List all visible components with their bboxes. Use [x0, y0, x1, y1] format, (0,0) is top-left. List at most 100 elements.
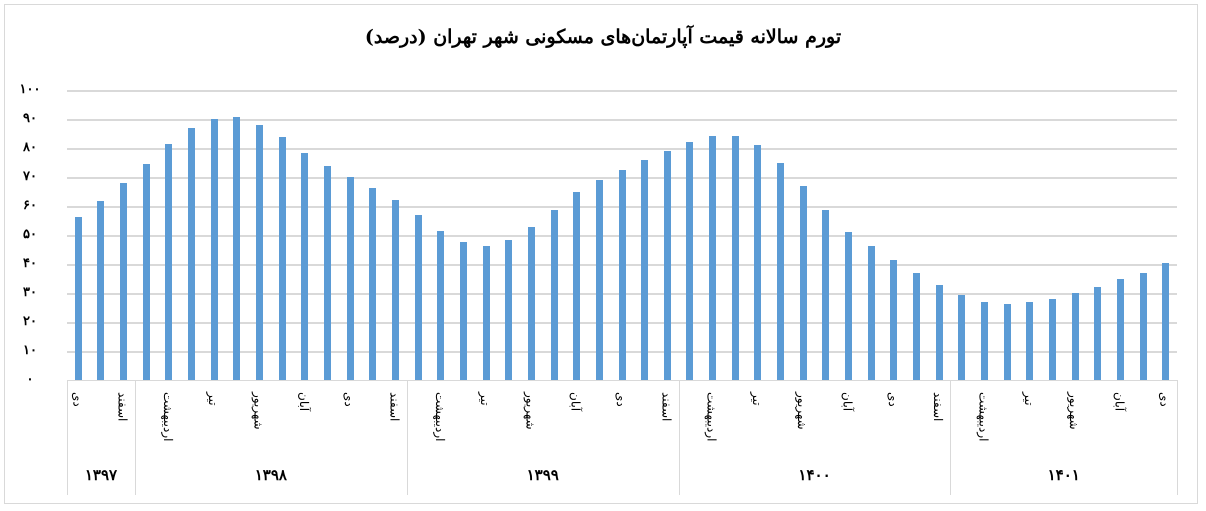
- bar: [1003, 303, 1011, 381]
- month-label: اردیبهشت: [432, 392, 447, 442]
- month-label: اسفند: [931, 392, 946, 422]
- bar: [142, 164, 150, 381]
- bar: [1026, 302, 1034, 381]
- y-tick-label: ۷۰: [23, 169, 37, 184]
- month-label: تیر: [206, 392, 221, 406]
- bar: [97, 200, 105, 381]
- year-separator: [67, 380, 68, 495]
- bar: [686, 142, 694, 381]
- bar: [1094, 287, 1102, 381]
- year-separator: [134, 380, 136, 495]
- month-label: آبان: [296, 392, 311, 412]
- gridline: [67, 90, 1177, 92]
- month-label: شهریور: [251, 392, 266, 430]
- gridline: [67, 119, 1177, 121]
- year-group-label: ۱۴۰۱: [1047, 466, 1080, 484]
- bar: [278, 137, 286, 381]
- bar: [731, 135, 739, 381]
- bar: [74, 216, 82, 381]
- bar: [641, 159, 649, 381]
- month-label: دی: [1157, 392, 1172, 407]
- bar: [709, 135, 717, 381]
- bar: [391, 200, 399, 381]
- bar: [550, 209, 558, 381]
- y-tick-label: ۸۰: [23, 140, 37, 155]
- y-tick-label: ۱۰۰: [19, 82, 41, 97]
- bar: [822, 210, 830, 381]
- year-separator: [406, 380, 408, 495]
- y-tick-label: ۵۰: [23, 227, 37, 242]
- y-tick-label: ۰: [26, 372, 34, 387]
- bar: [663, 151, 671, 381]
- year-separator: [678, 380, 680, 495]
- bar: [120, 182, 128, 381]
- bar: [912, 273, 920, 381]
- month-label: آبان: [840, 392, 855, 412]
- month-label: آبان: [1112, 392, 1127, 412]
- y-tick-label: ۱۰: [23, 343, 37, 358]
- chart-title: تورم سالانه قیمت آپارتمان‌های مسکونی شهر…: [364, 26, 842, 48]
- month-label: شهریور: [795, 392, 810, 430]
- y-tick-label: ۴۰: [23, 256, 37, 271]
- year-group-label: ۱۳۹۹: [526, 466, 559, 484]
- month-label: تیر: [1021, 392, 1036, 406]
- bar: [890, 259, 898, 381]
- month-label: تیر: [478, 392, 493, 406]
- month-label: اردیبهشت: [976, 392, 991, 442]
- bar: [414, 215, 422, 381]
- bar: [1048, 298, 1056, 381]
- month-label: شهریور: [523, 392, 538, 430]
- y-tick-label: ۲۰: [23, 314, 37, 329]
- month-label: دی: [614, 392, 628, 407]
- bar: [369, 187, 377, 381]
- x-axis-line: [67, 380, 1177, 381]
- y-tick-label: ۹۰: [23, 111, 37, 126]
- month-label: آبان: [568, 392, 583, 412]
- year-group-label: ۱۴۰۰: [798, 466, 831, 484]
- month-label: شهریور: [1067, 392, 1082, 430]
- bar: [754, 144, 762, 381]
- bar: [165, 144, 173, 381]
- gridline: [67, 148, 1177, 150]
- year-group-label: ۱۳۹۷: [84, 466, 118, 484]
- bar: [845, 232, 853, 381]
- year-separator: [1177, 380, 1178, 495]
- y-tick-label: ۳۰: [23, 285, 37, 300]
- month-label: دی: [70, 392, 85, 407]
- bar: [505, 240, 513, 381]
- bar: [1139, 273, 1147, 381]
- bar: [301, 153, 309, 381]
- bar: [595, 180, 603, 381]
- month-label: اسفند: [659, 392, 674, 422]
- bar: [482, 245, 490, 381]
- bar: [799, 185, 807, 381]
- year-separator: [950, 380, 952, 495]
- month-label: اردیبهشت: [160, 392, 175, 442]
- chart-frame: [4, 4, 1198, 504]
- year-group-label: ۱۳۹۸: [254, 466, 287, 484]
- bar: [459, 242, 467, 381]
- bar: [1162, 263, 1170, 381]
- bar: [777, 163, 785, 381]
- bar: [935, 285, 943, 381]
- bar: [233, 117, 241, 381]
- bar: [980, 301, 988, 381]
- bar: [188, 128, 196, 381]
- bar: [256, 124, 264, 381]
- bar: [527, 227, 535, 381]
- month-label: دی: [885, 392, 900, 407]
- bar: [1071, 293, 1079, 381]
- month-label: اردیبهشت: [704, 392, 719, 442]
- month-label: اسفند: [115, 392, 130, 422]
- plot-area: [67, 90, 1177, 381]
- bar: [346, 177, 354, 381]
- bar: [867, 246, 875, 381]
- bar: [573, 191, 581, 381]
- bar: [437, 231, 445, 381]
- bar: [210, 118, 218, 381]
- bar: [324, 165, 331, 381]
- month-label: دی: [342, 392, 357, 407]
- month-label: تیر: [749, 392, 764, 406]
- month-label: اسفند: [387, 392, 402, 422]
- bar: [1116, 279, 1124, 381]
